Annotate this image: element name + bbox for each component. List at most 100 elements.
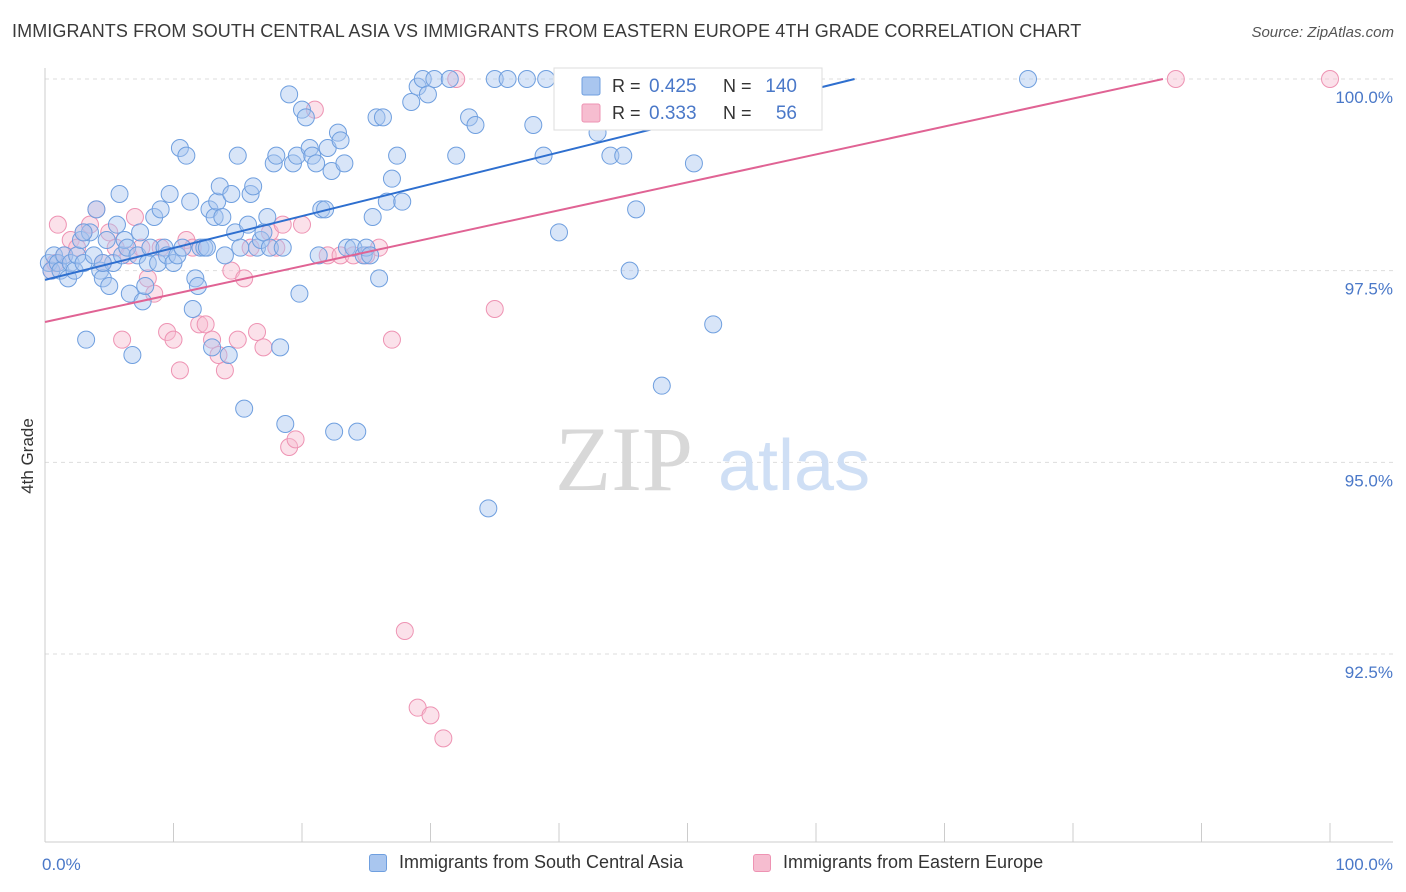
blue-data-point	[466, 116, 485, 134]
blue-data-point	[363, 208, 382, 226]
blue-data-point	[652, 376, 671, 395]
pink-data-point	[80, 215, 99, 234]
blue-data-point	[614, 146, 633, 165]
x-tick-labels: 0.0% 100.0%	[42, 855, 1393, 874]
blue-data-point	[382, 169, 401, 188]
blue-data-point	[276, 415, 295, 433]
blue-data-point	[517, 70, 536, 88]
blue-data-point	[254, 223, 273, 242]
blue-data-point	[183, 300, 202, 318]
pink-data-point	[447, 70, 466, 88]
blue-data-point	[601, 146, 620, 165]
blue-data-point	[84, 246, 103, 265]
blue-data-point	[335, 154, 354, 173]
legend-item-south-central-asia[interactable]: Immigrants from South Central Asia	[369, 852, 683, 873]
y-tick-label: 97.5%	[1345, 280, 1393, 299]
pink-data-point	[254, 338, 273, 357]
blue-data-point	[290, 284, 309, 303]
pink-data-point	[215, 361, 234, 380]
pink-data-point	[228, 330, 247, 349]
pink-data-point	[164, 330, 183, 349]
blue-data-point	[267, 146, 286, 165]
blue-data-point	[418, 85, 437, 104]
pink-data-point	[125, 208, 144, 226]
blue-data-point	[160, 185, 179, 203]
stats-r-value: 0.333	[649, 103, 697, 124]
blue-data-point	[87, 200, 106, 219]
blue-data-point	[110, 185, 129, 203]
blue-data-point	[107, 215, 126, 234]
blue-data-point	[100, 277, 119, 295]
x-tick-label-min: 0.0%	[42, 855, 81, 874]
blue-data-point	[222, 185, 241, 203]
pink-data-point	[158, 323, 177, 341]
stats-n-value: 140	[765, 76, 797, 97]
blue-data-point	[191, 238, 210, 257]
pink-data-point	[395, 622, 414, 640]
pink-data-point	[280, 438, 299, 456]
watermark-atlas: atlas	[718, 426, 870, 506]
blue-data-point	[244, 177, 263, 196]
pink-data-point	[485, 300, 504, 318]
blue-data-point	[235, 399, 254, 418]
blue-data-point	[498, 70, 517, 88]
axes	[44, 68, 1393, 843]
blue-data-point	[151, 200, 170, 219]
blue-data-point	[344, 238, 363, 257]
blue-data-point	[550, 223, 568, 242]
legend-item-eastern-europe[interactable]: Immigrants from Eastern Europe	[753, 852, 1043, 873]
stats-r-value: 0.425	[649, 76, 697, 97]
pink-data-point	[190, 315, 209, 334]
stats-swatch-blue	[581, 76, 601, 96]
stats-n-label: N =	[723, 76, 752, 96]
blue-data-point	[231, 238, 250, 257]
blue-data-point	[93, 254, 112, 272]
legend-swatch-pink	[753, 853, 771, 872]
blue-data-point	[213, 208, 232, 226]
pink-data-point	[293, 215, 311, 234]
blue-data-point	[260, 238, 279, 257]
blue-data-point	[373, 108, 392, 127]
blue-data-point	[203, 338, 222, 357]
stats-legend: R = 0.425 N = 140 R = 0.333 N = 56	[553, 67, 823, 131]
stats-n-value: 56	[776, 103, 797, 124]
blue-data-point	[170, 139, 189, 157]
blue-data-point	[440, 70, 459, 88]
blue-data-point	[370, 269, 389, 288]
blue-data-point	[74, 254, 93, 272]
y-tick-label: 95.0%	[1345, 471, 1393, 490]
blue-data-point	[273, 238, 292, 257]
y-tick-label: 100.0%	[1335, 88, 1393, 107]
blue-data-point	[524, 116, 543, 134]
source-label: Source: ZipAtlas.com	[1251, 24, 1394, 41]
blue-data-point	[367, 108, 386, 127]
pink-data-point	[170, 361, 189, 380]
pink-data-point	[209, 346, 228, 364]
blue-data-point	[271, 338, 290, 357]
blue-data-point	[627, 200, 646, 219]
legend-label-south-central-asia: Immigrants from South Central Asia	[399, 852, 684, 872]
grid-lines	[45, 78, 1393, 655]
blue-data-point	[215, 246, 234, 265]
pink-data-point	[421, 706, 440, 725]
blue-data-point	[704, 315, 723, 334]
blue-data-point	[1019, 70, 1038, 88]
blue-data-point	[181, 192, 200, 211]
pink-data-point	[203, 330, 222, 349]
blue-data-point	[620, 261, 639, 280]
blue-data-point	[80, 223, 99, 242]
blue-data-point	[325, 422, 344, 441]
stats-swatch-pink	[581, 103, 601, 123]
blue-data-point	[309, 246, 328, 265]
blue-data-point	[188, 277, 207, 295]
pink-data-point	[248, 323, 267, 341]
blue-data-point	[348, 422, 367, 441]
pink-data-point	[434, 729, 453, 748]
y-axis-label: 4th Grade	[18, 418, 37, 494]
y-tick-label: 92.5%	[1345, 663, 1393, 682]
watermark: ZIP atlas	[555, 408, 870, 510]
pink-data-point	[113, 330, 132, 349]
blue-data-point	[74, 223, 93, 242]
blue-data-point	[177, 146, 196, 165]
